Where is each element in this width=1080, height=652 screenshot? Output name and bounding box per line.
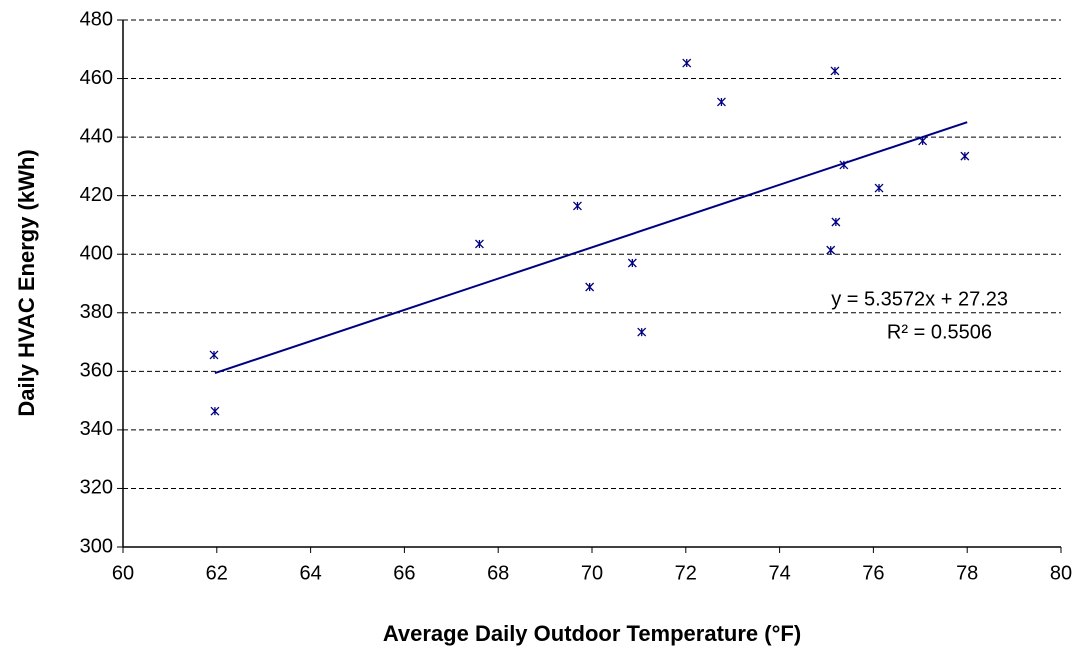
data-point [839, 160, 849, 170]
data-point [716, 97, 726, 107]
y-tick-label: 340 [80, 418, 113, 440]
x-tick-label: 62 [206, 562, 228, 584]
y-tick-label: 300 [80, 535, 113, 557]
data-point [826, 245, 836, 255]
y-tick-label: 380 [80, 301, 113, 323]
x-tick-label: 80 [1050, 562, 1072, 584]
y-axis-title: Daily HVAC Energy (kWh) [14, 149, 39, 416]
trend-equation: y = 5.3572x + 27.23 [831, 288, 1008, 310]
x-tick-label: 60 [112, 562, 134, 584]
data-point [831, 217, 841, 227]
data-point [573, 201, 582, 211]
x-tick-label: 64 [299, 562, 321, 584]
x-tick-label: 78 [956, 562, 978, 584]
data-point [474, 239, 484, 249]
y-tick-label: 480 [80, 8, 113, 30]
data-point [210, 406, 220, 416]
x-tick-label: 68 [487, 562, 509, 584]
data-point [830, 66, 840, 76]
data-point [627, 258, 637, 268]
data-point [874, 183, 884, 193]
data-point [637, 327, 647, 337]
data-point [585, 282, 595, 292]
data-point [918, 136, 928, 146]
trendline [214, 121, 968, 375]
data-point [682, 58, 692, 68]
r-squared: R² = 0.5506 [887, 321, 992, 343]
data-point [960, 151, 970, 161]
x-tick-label: 76 [862, 562, 884, 584]
y-tick-label: 320 [80, 477, 113, 499]
y-tick-label: 440 [80, 125, 113, 147]
y-tick-label: 360 [80, 360, 113, 382]
x-tick-label: 74 [768, 562, 790, 584]
y-tick-label: 460 [80, 67, 113, 89]
x-tick-label: 70 [581, 562, 603, 584]
y-tick-label: 400 [80, 243, 113, 265]
x-axis-title: Average Daily Outdoor Temperature (°F) [383, 621, 801, 646]
y-tick-label: 420 [80, 184, 113, 206]
data-point [209, 350, 219, 360]
x-tick-label: 72 [675, 562, 697, 584]
x-tick-label: 66 [393, 562, 415, 584]
